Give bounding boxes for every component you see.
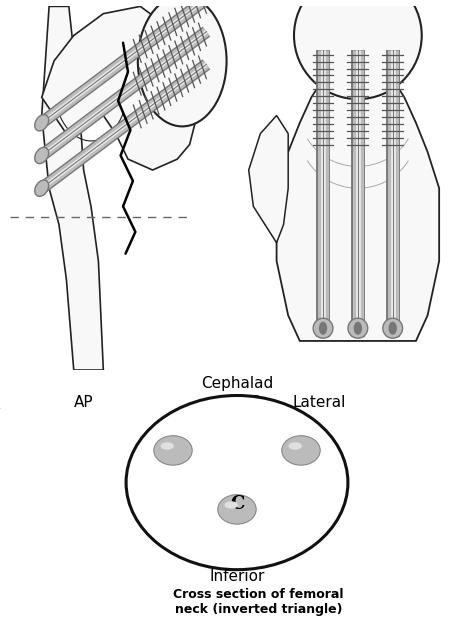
Ellipse shape	[161, 442, 174, 450]
Ellipse shape	[218, 494, 256, 524]
Text: AP: AP	[74, 396, 93, 410]
Ellipse shape	[296, 449, 313, 459]
Text: C: C	[230, 495, 244, 513]
Ellipse shape	[35, 147, 49, 163]
Ellipse shape	[35, 115, 49, 131]
Ellipse shape	[348, 318, 368, 338]
Circle shape	[319, 322, 327, 335]
Text: Cephalad: Cephalad	[201, 376, 273, 391]
Polygon shape	[249, 115, 288, 243]
Text: Cross section of femoral
neck (inverted triangle): Cross section of femoral neck (inverted …	[173, 588, 344, 616]
Circle shape	[389, 322, 397, 335]
Text: B: B	[246, 396, 262, 413]
Ellipse shape	[168, 449, 185, 459]
Ellipse shape	[126, 396, 348, 570]
Text: Lateral: Lateral	[293, 396, 346, 410]
Polygon shape	[42, 6, 197, 170]
Polygon shape	[42, 6, 103, 370]
Ellipse shape	[313, 318, 333, 338]
Ellipse shape	[294, 0, 422, 99]
Polygon shape	[277, 61, 439, 341]
Ellipse shape	[383, 318, 402, 338]
Ellipse shape	[35, 180, 49, 197]
Ellipse shape	[225, 501, 238, 508]
Circle shape	[354, 322, 362, 335]
Ellipse shape	[282, 436, 320, 465]
Circle shape	[138, 0, 227, 126]
Text: Inferior: Inferior	[210, 569, 264, 584]
Ellipse shape	[289, 442, 302, 450]
Ellipse shape	[232, 507, 249, 517]
Ellipse shape	[154, 436, 192, 465]
